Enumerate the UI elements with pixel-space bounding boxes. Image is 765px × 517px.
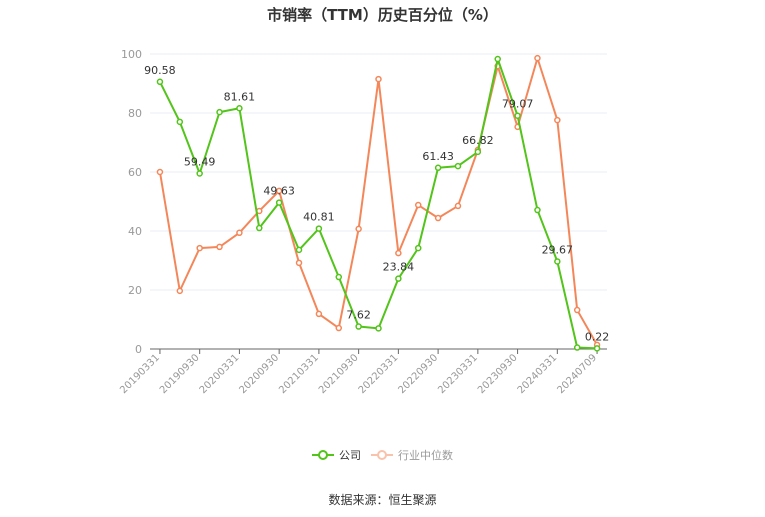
chart-title: 市销率（TTM）历史百分位（%）: [267, 6, 498, 24]
x-tick-label: 20220930: [396, 352, 440, 396]
data-point[interactable]: [196, 170, 203, 177]
x-tick-label: 20210331: [277, 352, 321, 396]
legend-industry-label: 行业中位数: [398, 449, 453, 462]
x-tick-label: 20190331: [118, 352, 162, 396]
data-point[interactable]: [454, 202, 462, 210]
data-point[interactable]: [216, 243, 223, 251]
data-point[interactable]: [275, 199, 283, 206]
data-point[interactable]: [355, 225, 362, 233]
data-point[interactable]: [335, 273, 343, 281]
x-tick-label: 20190930: [158, 352, 202, 396]
data-point[interactable]: [295, 246, 303, 254]
data-source: 数据来源：恒生聚源: [328, 493, 437, 507]
data-point[interactable]: [573, 344, 581, 351]
data-point[interactable]: [236, 229, 243, 237]
x-tick-label: 20230331: [436, 352, 480, 396]
data-point[interactable]: [156, 168, 164, 176]
data-point[interactable]: [395, 249, 402, 257]
data-point[interactable]: [176, 118, 184, 126]
gridlines: [150, 53, 607, 291]
data-point[interactable]: [434, 164, 442, 172]
series-company[interactable]: [156, 55, 601, 352]
data-point[interactable]: [355, 323, 362, 330]
data-point[interactable]: [434, 214, 442, 222]
y-tick-label: 0: [135, 343, 142, 356]
data-point[interactable]: [554, 116, 561, 124]
y-tick-label: 40: [128, 225, 142, 238]
x-tick-label: 20240709: [555, 352, 599, 396]
x-axis: 2019033120190930202003312020093020210331…: [118, 348, 607, 396]
x-tick-label: 20200331: [198, 352, 242, 396]
data-label: 0.22: [585, 330, 610, 343]
data-point[interactable]: [534, 206, 541, 214]
data-label: 49.63: [263, 185, 295, 198]
data-point[interactable]: [315, 310, 323, 318]
data-point[interactable]: [335, 324, 343, 332]
data-point[interactable]: [593, 345, 601, 352]
data-point[interactable]: [275, 187, 283, 195]
y-tick-label: 100: [121, 48, 142, 61]
data-point[interactable]: [295, 259, 303, 267]
data-point[interactable]: [375, 75, 382, 83]
x-tick-label: 20240331: [516, 352, 560, 396]
data-point[interactable]: [534, 54, 541, 62]
legend-industry-line-circle-icon: [371, 450, 393, 460]
x-tick-label: 20210930: [317, 352, 361, 396]
data-point[interactable]: [414, 244, 422, 252]
legend-item-company[interactable]: 公司: [312, 447, 361, 463]
legend-company-label: 公司: [339, 449, 361, 462]
legend-item-industry[interactable]: 行业中位数: [371, 447, 453, 463]
data-point[interactable]: [256, 224, 263, 232]
data-point[interactable]: [395, 275, 402, 282]
y-tick-label: 80: [128, 107, 142, 120]
x-tick-label: 20200930: [237, 352, 281, 396]
data-point[interactable]: [156, 78, 164, 86]
data-point[interactable]: [494, 55, 501, 63]
data-point[interactable]: [514, 112, 521, 119]
legend: 公司 行业中位数: [312, 447, 463, 463]
data-label: 7.62: [346, 309, 371, 322]
data-label: 40.81: [303, 211, 335, 224]
data-point[interactable]: [474, 148, 482, 156]
data-label: 66.82: [462, 134, 494, 147]
data-label: 79.07: [502, 98, 534, 111]
data-label: 90.58: [144, 64, 176, 77]
data-label: 29.67: [542, 243, 574, 256]
data-point[interactable]: [196, 244, 203, 252]
data-labels: 90.58 59.49 81.61 49.63 40.81 7.62 23.84 61.43 6…: [144, 64, 609, 344]
x-tick-label: 20230930: [476, 352, 520, 396]
data-point[interactable]: [176, 287, 184, 295]
data-point[interactable]: [573, 306, 581, 314]
data-point[interactable]: [236, 105, 243, 112]
y-tick-label: 60: [128, 166, 142, 179]
legend-company-line-circle-icon: [312, 450, 334, 460]
data-label: 23.84: [383, 261, 415, 274]
data-point[interactable]: [216, 108, 223, 116]
data-point[interactable]: [315, 225, 323, 232]
x-tick-label: 20220331: [357, 352, 401, 396]
data-point[interactable]: [454, 162, 462, 170]
data-label: 59.49: [184, 156, 216, 169]
data-point[interactable]: [554, 258, 561, 265]
data-point[interactable]: [375, 325, 382, 332]
series-industry-median[interactable]: [156, 54, 601, 349]
data-point[interactable]: [414, 201, 422, 209]
y-axis: 0 20 40 60 80 100: [121, 48, 142, 356]
y-tick-label: 20: [128, 284, 142, 297]
data-label: 81.61: [224, 90, 256, 103]
data-label: 61.43: [422, 150, 454, 163]
